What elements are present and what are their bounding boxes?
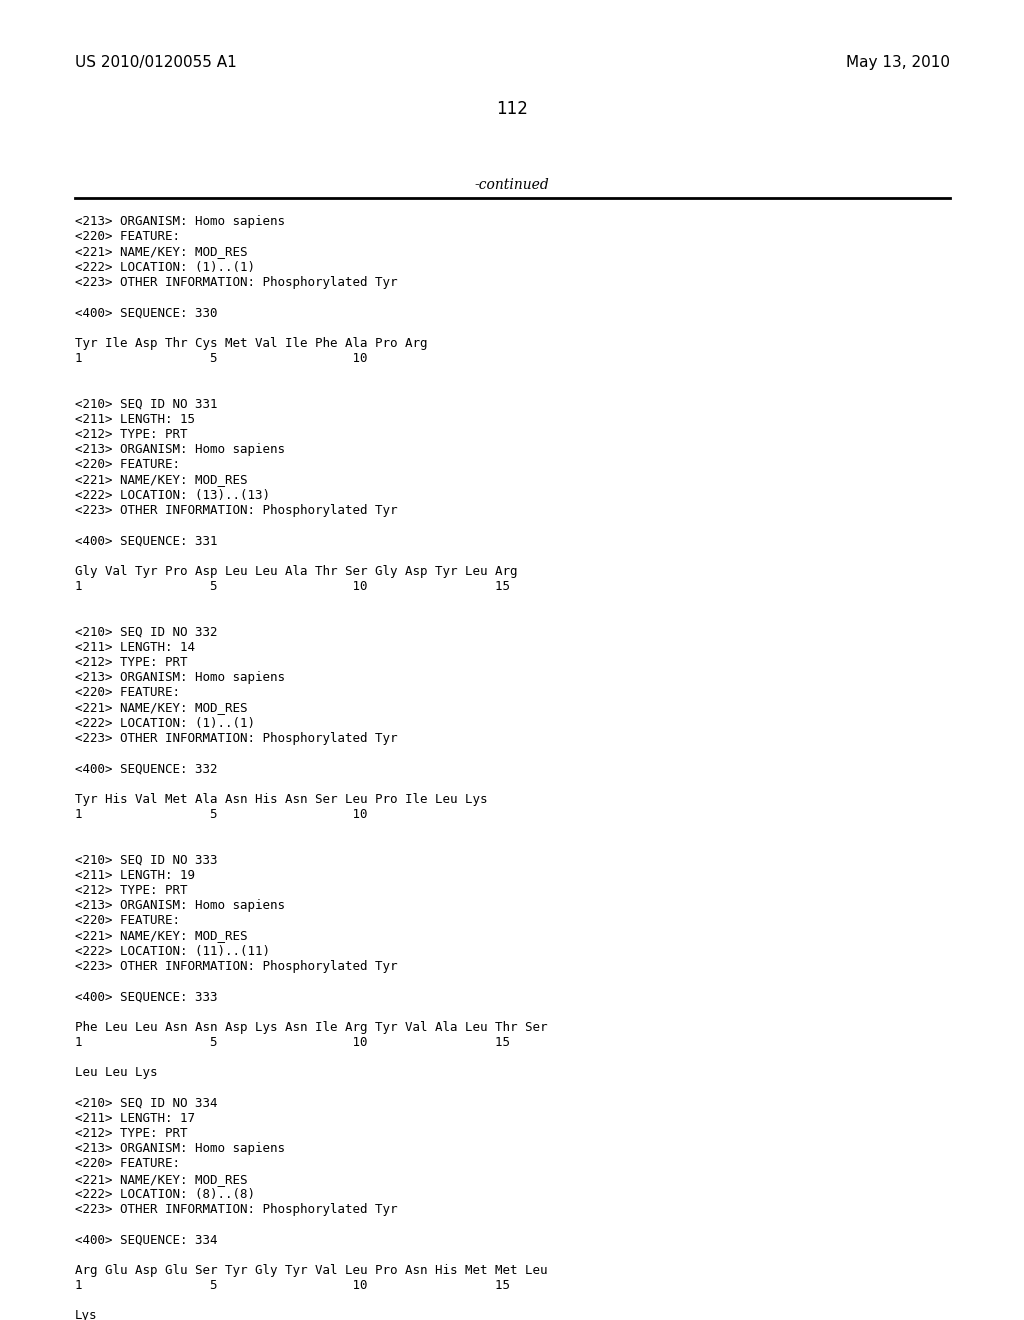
Text: <211> LENGTH: 15: <211> LENGTH: 15 xyxy=(75,413,195,425)
Text: <211> LENGTH: 19: <211> LENGTH: 19 xyxy=(75,869,195,882)
Text: <213> ORGANISM: Homo sapiens: <213> ORGANISM: Homo sapiens xyxy=(75,671,285,684)
Text: <400> SEQUENCE: 331: <400> SEQUENCE: 331 xyxy=(75,535,217,548)
Text: <211> LENGTH: 14: <211> LENGTH: 14 xyxy=(75,640,195,653)
Text: 1                 5                  10                 15: 1 5 10 15 xyxy=(75,1279,510,1292)
Text: Gly Val Tyr Pro Asp Leu Leu Ala Thr Ser Gly Asp Tyr Leu Arg: Gly Val Tyr Pro Asp Leu Leu Ala Thr Ser … xyxy=(75,565,517,578)
Text: <213> ORGANISM: Homo sapiens: <213> ORGANISM: Homo sapiens xyxy=(75,215,285,228)
Text: <400> SEQUENCE: 330: <400> SEQUENCE: 330 xyxy=(75,306,217,319)
Text: <212> TYPE: PRT: <212> TYPE: PRT xyxy=(75,656,187,669)
Text: 1                 5                  10                 15: 1 5 10 15 xyxy=(75,1036,510,1049)
Text: <222> LOCATION: (1)..(1): <222> LOCATION: (1)..(1) xyxy=(75,260,255,273)
Text: <222> LOCATION: (13)..(13): <222> LOCATION: (13)..(13) xyxy=(75,488,270,502)
Text: <222> LOCATION: (11)..(11): <222> LOCATION: (11)..(11) xyxy=(75,945,270,957)
Text: <400> SEQUENCE: 333: <400> SEQUENCE: 333 xyxy=(75,990,217,1003)
Text: <210> SEQ ID NO 334: <210> SEQ ID NO 334 xyxy=(75,1097,217,1110)
Text: <220> FEATURE:: <220> FEATURE: xyxy=(75,915,180,927)
Text: 112: 112 xyxy=(496,100,528,117)
Text: <222> LOCATION: (8)..(8): <222> LOCATION: (8)..(8) xyxy=(75,1188,255,1201)
Text: Arg Glu Asp Glu Ser Tyr Gly Tyr Val Leu Pro Asn His Met Met Leu: Arg Glu Asp Glu Ser Tyr Gly Tyr Val Leu … xyxy=(75,1263,548,1276)
Text: <223> OTHER INFORMATION: Phosphorylated Tyr: <223> OTHER INFORMATION: Phosphorylated … xyxy=(75,276,397,289)
Text: <220> FEATURE:: <220> FEATURE: xyxy=(75,686,180,700)
Text: Leu Leu Lys: Leu Leu Lys xyxy=(75,1067,158,1080)
Text: <213> ORGANISM: Homo sapiens: <213> ORGANISM: Homo sapiens xyxy=(75,899,285,912)
Text: <211> LENGTH: 17: <211> LENGTH: 17 xyxy=(75,1111,195,1125)
Text: <213> ORGANISM: Homo sapiens: <213> ORGANISM: Homo sapiens xyxy=(75,444,285,455)
Text: May 13, 2010: May 13, 2010 xyxy=(846,55,950,70)
Text: 1                 5                  10                 15: 1 5 10 15 xyxy=(75,579,510,593)
Text: <220> FEATURE:: <220> FEATURE: xyxy=(75,1158,180,1171)
Text: 1                 5                  10: 1 5 10 xyxy=(75,808,368,821)
Text: <222> LOCATION: (1)..(1): <222> LOCATION: (1)..(1) xyxy=(75,717,255,730)
Text: <213> ORGANISM: Homo sapiens: <213> ORGANISM: Homo sapiens xyxy=(75,1142,285,1155)
Text: <223> OTHER INFORMATION: Phosphorylated Tyr: <223> OTHER INFORMATION: Phosphorylated … xyxy=(75,960,397,973)
Text: <221> NAME/KEY: MOD_RES: <221> NAME/KEY: MOD_RES xyxy=(75,929,248,942)
Text: <212> TYPE: PRT: <212> TYPE: PRT xyxy=(75,884,187,896)
Text: US 2010/0120055 A1: US 2010/0120055 A1 xyxy=(75,55,237,70)
Text: Lys: Lys xyxy=(75,1309,97,1320)
Text: <220> FEATURE:: <220> FEATURE: xyxy=(75,458,180,471)
Text: <400> SEQUENCE: 334: <400> SEQUENCE: 334 xyxy=(75,1233,217,1246)
Text: <223> OTHER INFORMATION: Phosphorylated Tyr: <223> OTHER INFORMATION: Phosphorylated … xyxy=(75,504,397,517)
Text: <220> FEATURE:: <220> FEATURE: xyxy=(75,230,180,243)
Text: -continued: -continued xyxy=(475,178,549,191)
Text: Tyr Ile Asp Thr Cys Met Val Ile Phe Ala Pro Arg: Tyr Ile Asp Thr Cys Met Val Ile Phe Ala … xyxy=(75,337,427,350)
Text: <210> SEQ ID NO 332: <210> SEQ ID NO 332 xyxy=(75,626,217,639)
Text: <212> TYPE: PRT: <212> TYPE: PRT xyxy=(75,1127,187,1140)
Text: Tyr His Val Met Ala Asn His Asn Ser Leu Pro Ile Leu Lys: Tyr His Val Met Ala Asn His Asn Ser Leu … xyxy=(75,792,487,805)
Text: <400> SEQUENCE: 332: <400> SEQUENCE: 332 xyxy=(75,762,217,775)
Text: <221> NAME/KEY: MOD_RES: <221> NAME/KEY: MOD_RES xyxy=(75,246,248,259)
Text: <221> NAME/KEY: MOD_RES: <221> NAME/KEY: MOD_RES xyxy=(75,1172,248,1185)
Text: 1                 5                  10: 1 5 10 xyxy=(75,352,368,364)
Text: <223> OTHER INFORMATION: Phosphorylated Tyr: <223> OTHER INFORMATION: Phosphorylated … xyxy=(75,1203,397,1216)
Text: <210> SEQ ID NO 331: <210> SEQ ID NO 331 xyxy=(75,397,217,411)
Text: <210> SEQ ID NO 333: <210> SEQ ID NO 333 xyxy=(75,854,217,866)
Text: <223> OTHER INFORMATION: Phosphorylated Tyr: <223> OTHER INFORMATION: Phosphorylated … xyxy=(75,731,397,744)
Text: <221> NAME/KEY: MOD_RES: <221> NAME/KEY: MOD_RES xyxy=(75,701,248,714)
Text: <221> NAME/KEY: MOD_RES: <221> NAME/KEY: MOD_RES xyxy=(75,474,248,486)
Text: Phe Leu Leu Asn Asn Asp Lys Asn Ile Arg Tyr Val Ala Leu Thr Ser: Phe Leu Leu Asn Asn Asp Lys Asn Ile Arg … xyxy=(75,1020,548,1034)
Text: <212> TYPE: PRT: <212> TYPE: PRT xyxy=(75,428,187,441)
